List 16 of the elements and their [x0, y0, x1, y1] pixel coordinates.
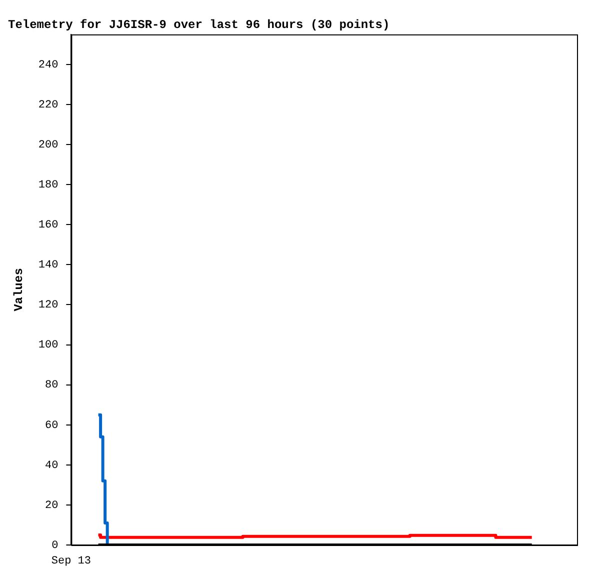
y-tick-label: 100 [38, 340, 58, 352]
y-tick-label: 240 [38, 59, 58, 72]
y-tick-label: 220 [38, 99, 58, 112]
y-tick-label: 140 [38, 260, 58, 272]
y-tick-label: 0 [52, 540, 58, 552]
y-tick-label: 180 [38, 179, 58, 192]
y-tick-label: 20 [45, 500, 58, 512]
y-tick-label: 80 [45, 380, 58, 392]
y-tick-label: 160 [38, 220, 58, 232]
y-tick-label: 60 [45, 420, 58, 432]
chart-title: Telemetry for JJ6ISR-9 over last 96 hours (30 points) [8, 18, 390, 32]
y-tick-label: 200 [38, 139, 58, 152]
text: Sep 13 [51, 555, 92, 568]
y-tick-label: 120 [38, 300, 58, 312]
y-axis-title: Values [12, 268, 26, 312]
y-tick-label: 40 [45, 460, 58, 472]
